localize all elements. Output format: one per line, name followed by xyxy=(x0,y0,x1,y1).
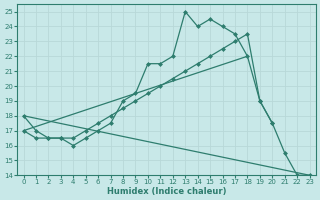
X-axis label: Humidex (Indice chaleur): Humidex (Indice chaleur) xyxy=(107,187,226,196)
